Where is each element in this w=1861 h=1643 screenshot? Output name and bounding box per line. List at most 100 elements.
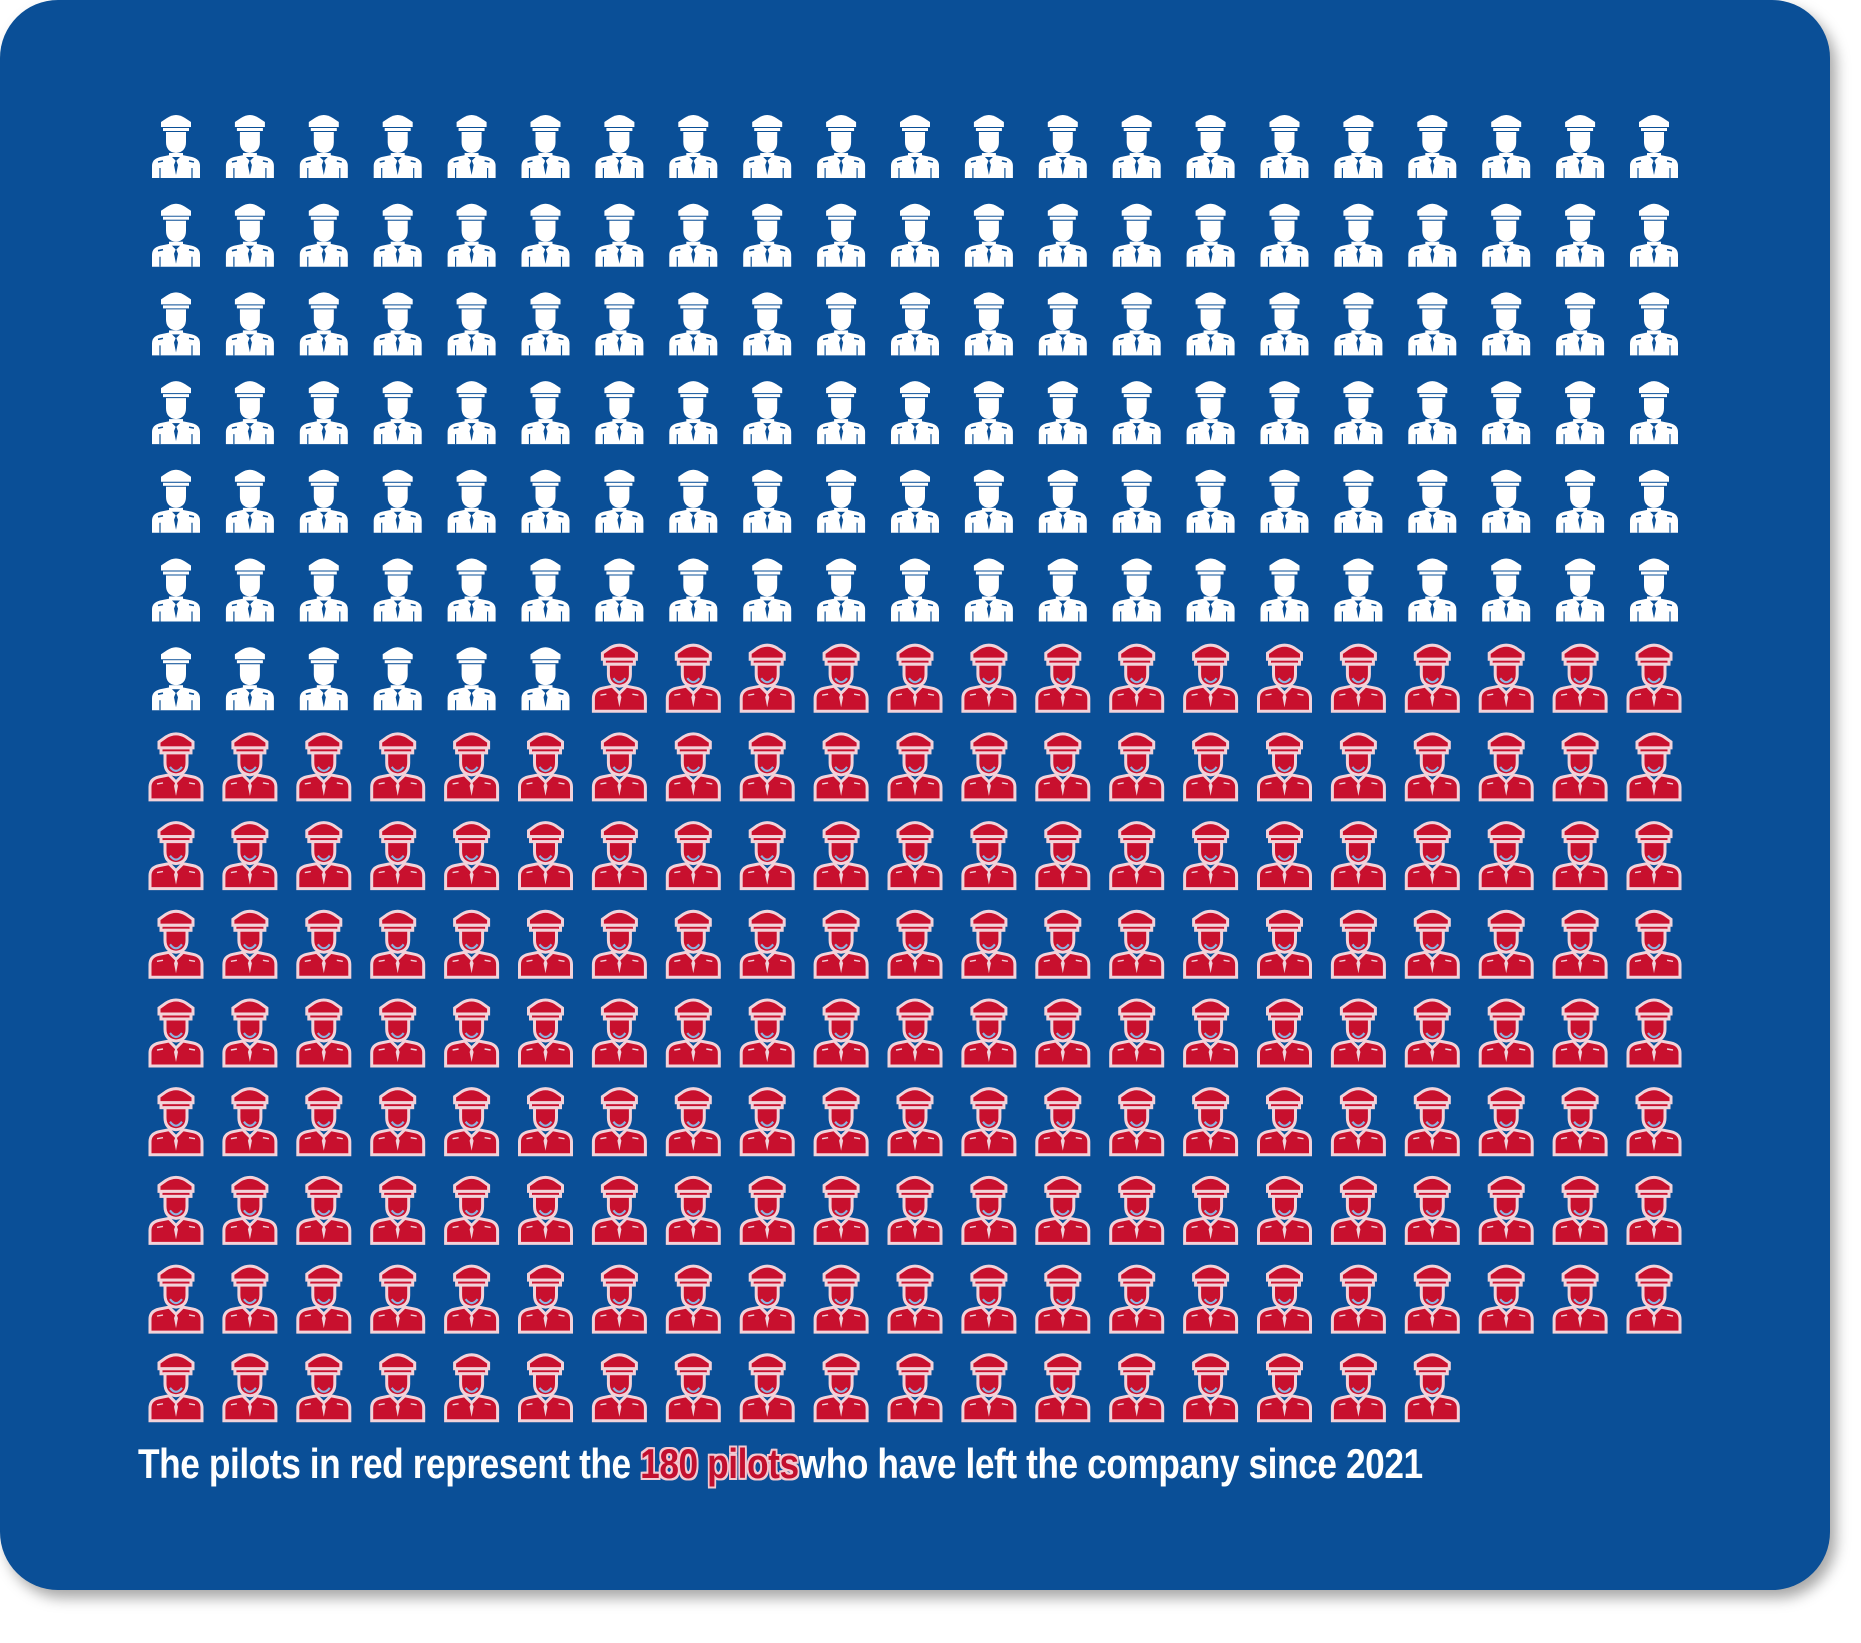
pilot-icon-left <box>887 1264 943 1334</box>
pilot-icon-left <box>887 1353 943 1423</box>
pilot-icon-left <box>1626 998 1682 1068</box>
pilot-icon-left <box>961 1175 1017 1245</box>
pilot-icon-remaining <box>1629 468 1679 534</box>
pilot-icon-left <box>887 732 943 802</box>
pilot-icon-left <box>370 998 426 1068</box>
pilot-icon-left <box>1478 643 1534 713</box>
pilot-icon-left <box>1330 732 1386 802</box>
pilot-icon-remaining <box>520 380 571 445</box>
pilot-icon-left <box>961 1087 1017 1157</box>
pilot-icon-left <box>591 1264 647 1334</box>
pilot-icon-left <box>1478 1264 1534 1334</box>
pilot-icon-left <box>444 1353 500 1423</box>
pilot-icon-left <box>739 1353 795 1423</box>
pilot-icon-remaining <box>1407 468 1458 534</box>
pilot-icon-left <box>1183 998 1239 1068</box>
pilot-icon-left <box>1035 821 1091 891</box>
pilot-icon-remaining <box>890 380 940 445</box>
pilot-icon-left <box>591 1175 647 1245</box>
pilot-icon-remaining <box>520 646 571 712</box>
pilot-icon-left <box>444 1175 500 1245</box>
pilot-icon-left <box>1552 821 1608 891</box>
pilot-icon-remaining <box>594 291 645 357</box>
pilot-icon-left <box>1626 1087 1682 1157</box>
pilot-icon-left <box>961 998 1017 1068</box>
pilot-icon-remaining <box>1185 114 1236 179</box>
pilot-icon-left <box>591 732 647 802</box>
pilot-icon-left <box>296 1175 352 1245</box>
pilot-icon-remaining <box>594 202 645 268</box>
pilot-icon-remaining <box>1259 291 1310 357</box>
pilot-icon-left <box>1404 909 1460 979</box>
pilot-icon-left <box>887 643 943 713</box>
pilot-icon-remaining <box>298 557 349 623</box>
pilot-icon-remaining <box>1333 291 1384 357</box>
pilot-icon-left <box>1330 643 1386 713</box>
pilot-icon-remaining <box>964 557 1014 623</box>
caption-highlight: 180 pilots <box>640 1440 799 1487</box>
pilot-icon-left <box>1257 1353 1312 1423</box>
pilot-icon-left <box>370 1353 426 1423</box>
pilot-icon-remaining <box>1038 380 1088 445</box>
pilot-icon-remaining <box>1407 557 1458 623</box>
pilot-icon-left <box>1404 998 1460 1068</box>
pilot-icon-remaining <box>1481 114 1531 179</box>
pilot-icon-remaining <box>1407 114 1458 179</box>
pilot-icon-remaining <box>594 468 645 534</box>
pilot-icon-remaining <box>1111 468 1162 534</box>
pilot-icon-remaining <box>816 380 866 445</box>
pilot-icon-remaining <box>298 291 349 357</box>
pilot-icon-left <box>1478 1175 1534 1245</box>
pilot-icon-remaining <box>1333 202 1384 268</box>
pilot-icon-left <box>1626 909 1682 979</box>
pilot-icon-remaining <box>1555 114 1605 179</box>
pilot-icon-left <box>1183 1087 1239 1157</box>
pilot-icon-remaining <box>1407 380 1458 445</box>
pilot-icon-left <box>887 998 943 1068</box>
pilot-icon-remaining <box>1333 557 1384 623</box>
pilot-icon-left <box>518 1175 573 1245</box>
pilot-icon-remaining <box>372 291 423 357</box>
pilot-icon-left <box>813 643 869 713</box>
pilot-icon-remaining <box>151 646 201 712</box>
pilot-icon-remaining <box>1481 202 1531 268</box>
pilot-icon-left <box>591 1087 647 1157</box>
pilot-icon-left <box>222 1353 278 1423</box>
pilot-icon-left <box>665 821 721 891</box>
pilot-icon-remaining <box>1038 202 1088 268</box>
pilot-icon-remaining <box>1038 557 1088 623</box>
pilot-icon-left <box>813 1353 869 1423</box>
pilot-icon-left <box>444 732 500 802</box>
pilot-icon-remaining <box>1555 291 1605 357</box>
pilot-icon-left <box>887 1175 943 1245</box>
pilot-icon-left <box>1626 643 1682 713</box>
pilot-icon-left <box>739 998 795 1068</box>
pilot-icon-left <box>518 1264 573 1334</box>
pilot-icon-left <box>1552 732 1608 802</box>
pilot-icon-left <box>1035 909 1091 979</box>
pilot-icon-remaining <box>742 291 793 357</box>
pilot-icon-remaining <box>742 114 793 179</box>
pilot-icon-remaining <box>816 291 866 357</box>
pilot-icon-remaining <box>298 380 349 445</box>
pilot-icon-left <box>370 1264 426 1334</box>
pilot-icon-remaining <box>742 380 793 445</box>
pilot-icon-left <box>1109 998 1165 1068</box>
caption-after: who have left the company since 2021 <box>798 1440 1424 1487</box>
pilot-icon-remaining <box>1111 557 1162 623</box>
pilot-icon-left <box>1035 998 1091 1068</box>
pilot-icon-left <box>961 1353 1017 1423</box>
pilot-icon-remaining <box>1407 202 1458 268</box>
pilot-icon-left <box>148 821 204 891</box>
pilot-icon-left <box>1404 1264 1460 1334</box>
pilot-icon-left <box>1552 998 1608 1068</box>
pilot-icon-remaining <box>742 468 793 534</box>
pilot-icon-remaining <box>446 646 497 712</box>
pilot-icon-left <box>961 1264 1017 1334</box>
pilot-icon-left <box>222 821 278 891</box>
pilot-icon-remaining <box>1629 380 1679 445</box>
pilot-icon-remaining <box>1629 202 1679 268</box>
pilot-icon-left <box>887 1087 943 1157</box>
pilot-icon-remaining <box>520 291 571 357</box>
pilot-icon-left <box>1183 909 1239 979</box>
